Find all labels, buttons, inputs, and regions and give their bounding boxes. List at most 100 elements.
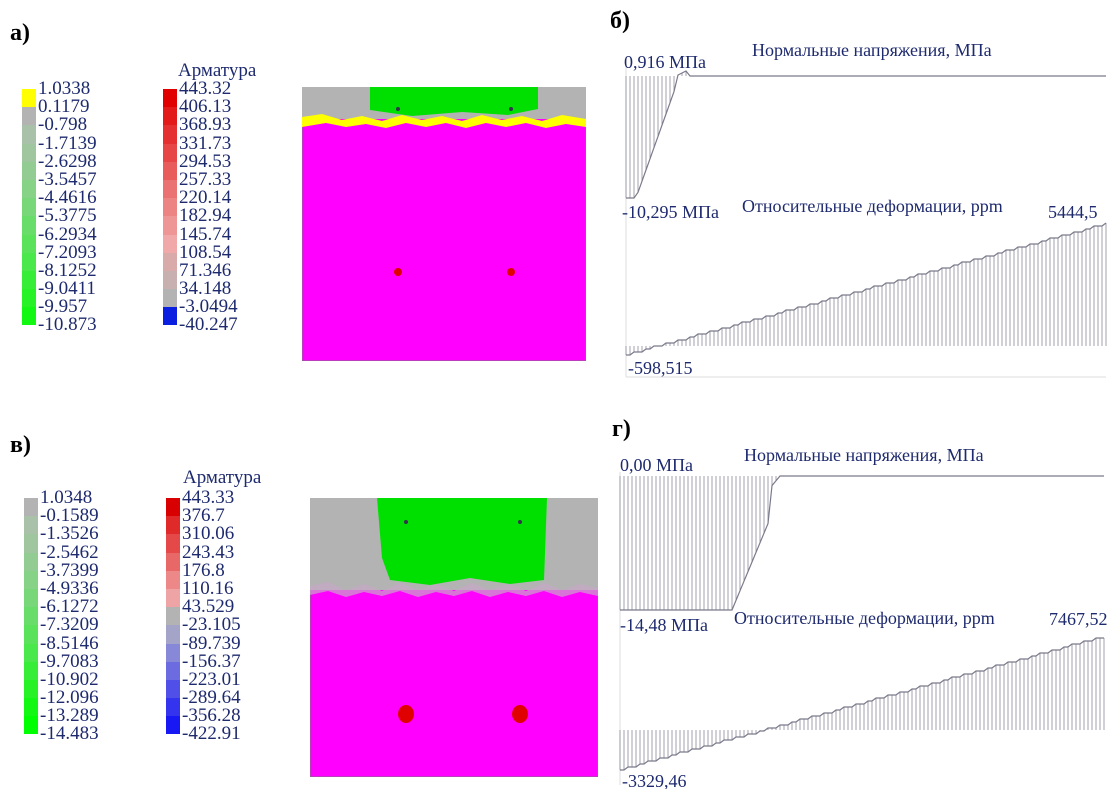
legend-a-rebar-title: Арматура <box>178 60 257 81</box>
legend-value: -4.4616 <box>38 187 97 209</box>
legend-value: 257.33 <box>179 168 232 190</box>
graph-g-stress-min: -14,48 МПа <box>620 615 708 635</box>
rebar-top-right <box>509 107 513 111</box>
graph-b: 0,916 МПа Нормальные напряжения, МПа -10… <box>622 40 1107 378</box>
legend-swatch <box>22 143 36 162</box>
legend-value: 443.33 <box>182 487 235 508</box>
legend-swatch <box>166 516 180 535</box>
panel-label-b: б) <box>610 8 630 34</box>
legend-swatch <box>24 679 38 699</box>
legend-swatch <box>24 498 38 517</box>
legend-value: -6.2934 <box>38 223 97 245</box>
legend-swatch <box>22 107 36 126</box>
legend-swatch <box>166 679 180 699</box>
legend-value: -13.289 <box>40 705 99 727</box>
graph-g-strain-max: 7467,52 <box>1049 609 1108 629</box>
graph-b-stress-line <box>626 70 1106 199</box>
graph-b-strain-title: Относительные деформации, ppm <box>742 196 1003 216</box>
legend-swatch <box>24 552 38 571</box>
legend-swatch <box>24 698 38 717</box>
legend-swatch <box>163 125 177 144</box>
graph-g-stress-hatch <box>619 476 777 610</box>
section-a-compression-zone <box>370 87 538 116</box>
legend-value: -9.957 <box>38 296 88 318</box>
legend-a-rebar-colorbar <box>163 89 177 326</box>
graph-b-strain-hatch <box>625 223 1107 355</box>
rebar-top-right <box>518 520 522 524</box>
legend-value: 376.7 <box>182 505 225 527</box>
panel-label-v: в) <box>10 432 31 458</box>
legend-value: -1.7139 <box>38 132 97 154</box>
legend-swatch <box>163 216 177 235</box>
legend-swatch <box>166 534 180 553</box>
legend-value: 1.0348 <box>40 487 93 508</box>
legend-v-concrete-labels: 1.0348 -0.1589 -1.3526 -2.5462 -3.7399 -… <box>40 487 99 745</box>
legend-value: 145.74 <box>179 223 232 245</box>
legend-value: 406.13 <box>179 96 232 118</box>
legend-value: -7.2093 <box>38 241 97 263</box>
section-v-compression-zone <box>377 498 547 585</box>
legend-swatch <box>24 625 38 644</box>
legend-value: 243.43 <box>182 541 235 563</box>
section-a-body <box>302 87 586 361</box>
legend-swatch <box>24 516 38 535</box>
graph-g-strain-hatch <box>619 638 1105 770</box>
legend-value: -223.01 <box>182 668 241 690</box>
legend-value: -8.5146 <box>40 632 99 654</box>
legend-swatch <box>163 198 177 217</box>
rebar-bottom-left <box>394 268 402 276</box>
legend-value: -89.739 <box>182 632 241 654</box>
graph-b-strain-max: 5444,5 <box>1048 202 1098 222</box>
legend-value: -2.6298 <box>38 150 97 172</box>
legend-a-concrete-labels: 1.0338 0.1179 -0.798 -1.7139 -2.6298 -3.… <box>38 78 97 336</box>
legend-value: 0.1179 <box>38 96 90 118</box>
legend-value: -1.3526 <box>40 523 99 545</box>
graph-g: 0,00 МПа Нормальные напряжения, МПа -14,… <box>619 445 1108 789</box>
legend-value: 34.148 <box>179 278 232 300</box>
legend-value: 443.32 <box>179 78 232 99</box>
legend-swatch <box>22 270 36 290</box>
legend-value: 43.529 <box>182 596 235 618</box>
legend-swatch <box>22 125 36 144</box>
legend-value: -289.64 <box>182 687 241 709</box>
legend-value: -5.3775 <box>38 205 97 227</box>
legend-swatch <box>22 89 36 108</box>
graph-g-stress-title: Нормальные напряжения, МПа <box>744 445 984 465</box>
legend-swatch <box>24 588 38 608</box>
legend-value: -10.902 <box>40 668 99 690</box>
graph-g-strain-title: Относительные деформации, ppm <box>734 608 995 628</box>
legend-swatch <box>166 716 180 735</box>
legend-swatch <box>163 107 177 126</box>
legend-value: -40.247 <box>179 314 238 336</box>
legend-swatch <box>163 234 177 253</box>
legend-value: -8.1252 <box>38 259 97 281</box>
rebar-bottom-right <box>507 268 515 276</box>
legend-swatch <box>166 643 180 662</box>
rebar-top-left <box>404 520 408 524</box>
legend-swatch <box>166 661 180 680</box>
graph-b-strain-min: -598,515 <box>628 358 693 378</box>
legend-value: -12.096 <box>40 687 99 709</box>
panel-label-a: а) <box>10 20 30 46</box>
legend-swatch <box>24 661 38 680</box>
legend-swatch <box>163 179 177 199</box>
legend-value: 110.16 <box>182 577 234 599</box>
graph-b-stress-max: 0,916 МПа <box>624 52 706 72</box>
legend-value: -10.873 <box>38 314 97 336</box>
section-a <box>302 87 586 361</box>
legend-value: -4.9336 <box>40 577 99 599</box>
legend-value: 368.93 <box>179 114 232 136</box>
rebar-bottom-left <box>398 705 414 723</box>
legend-swatch <box>166 698 180 717</box>
legend-value: -9.0411 <box>38 278 96 300</box>
legend-v-concrete-colorbar <box>24 498 38 735</box>
legend-a-concrete-colorbar <box>22 89 36 326</box>
rebar-bottom-right <box>512 705 528 723</box>
section-a-crack-zone <box>302 114 586 128</box>
legend-swatch <box>166 498 180 517</box>
legend-value: -14.483 <box>40 723 99 745</box>
legend-value: -6.1272 <box>40 596 99 618</box>
legend-value: 108.54 <box>179 241 232 263</box>
graph-g-strain-min: -3329,46 <box>622 771 687 789</box>
legend-value: 1.0338 <box>38 78 91 99</box>
